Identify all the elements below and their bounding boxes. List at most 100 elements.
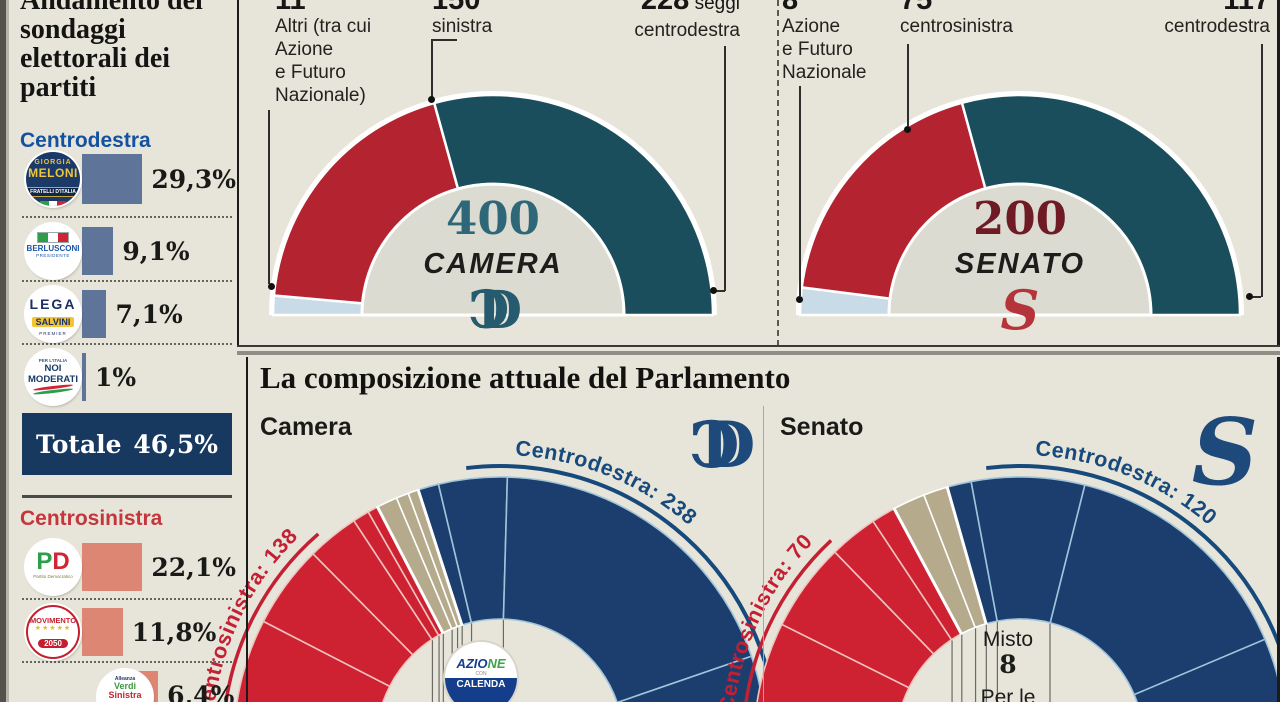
leader-dot	[1246, 293, 1253, 300]
misto-value: 8	[999, 650, 1017, 679]
label-text: sinistra	[432, 16, 493, 37]
page-edge-light	[6, 0, 9, 702]
page-edge	[0, 0, 6, 702]
senato-total: 200	[973, 192, 1067, 245]
top-panel-dashed-divider	[777, 0, 779, 346]
label-text: centrodestra	[634, 20, 740, 41]
camera-monogram-icon: CD	[688, 408, 756, 483]
section-label-centrosinistra: Centrosinistra	[20, 507, 163, 530]
poll-value: 9,1%	[122, 236, 190, 266]
italy-flag-icon	[37, 232, 69, 243]
row-separator	[22, 661, 232, 663]
senato-label-altri: 8 Azione e Futuro Nazionale	[782, 0, 867, 84]
poll-bar	[82, 290, 107, 338]
gauge-center	[360, 182, 626, 317]
logo-text: PER L'ITALIA	[38, 358, 68, 363]
hemicycle-segment	[616, 655, 764, 702]
logo-text: PRESIDENTE	[36, 253, 70, 258]
left-guide-arc	[744, 539, 833, 702]
senato-label-centrosinistra: 75 centrosinistra	[900, 0, 1013, 38]
leader-line	[1261, 44, 1263, 297]
logo-text: CALENDA	[445, 678, 517, 702]
camera-name: CAMERA	[423, 248, 563, 280]
camera-monogram-icon: CD	[467, 280, 523, 341]
bottom-title: La composizione attuale del Parlamento	[260, 360, 791, 395]
camera-label-altri: 11 Altri (tra cui Azione e Futuro Nazion…	[275, 0, 371, 107]
poll-bar	[82, 353, 86, 401]
senato-monogram-icon: S	[1000, 278, 1040, 342]
stars-icon: ★★★★★	[34, 625, 72, 632]
hemicycle-segment	[1133, 638, 1280, 702]
poll-value: 7,1%	[115, 299, 183, 329]
bottom-panel-right-border	[1277, 357, 1280, 702]
swoosh-icon	[32, 383, 74, 396]
label-text: Azione e Futuro Nazionale	[782, 16, 867, 83]
partial-label: Per le	[980, 686, 1036, 702]
leader-line	[268, 110, 270, 284]
camera-heading: Camera	[260, 413, 352, 441]
senato-monogram-icon: S	[1191, 398, 1259, 506]
label-number: 150	[432, 0, 481, 16]
leader-line	[431, 39, 433, 97]
leader-dot	[904, 126, 911, 133]
logo-text: P	[36, 548, 53, 575]
logo-text: MOVIMENTO	[29, 616, 77, 625]
gauge-center	[887, 182, 1153, 317]
label-number: 75	[900, 0, 933, 16]
logo-text: Partito Democratico	[33, 574, 73, 579]
logo-text: NE	[487, 656, 506, 671]
poll-bar	[82, 543, 143, 591]
logo-text: D	[52, 548, 70, 575]
logo-text: GIORGIA	[34, 159, 72, 166]
poll-value: 1%	[95, 362, 137, 392]
logo-text: BERLUSCONI	[26, 244, 80, 253]
logo-text: FRATELLI D'ITALIA	[26, 187, 80, 197]
poll-bar	[82, 154, 143, 204]
leader-line	[907, 44, 909, 126]
totale-box: Totale 46,5%	[22, 413, 232, 475]
camera-label-centrodestra: 228 seggi centrodestra	[560, 0, 740, 42]
leader-line	[431, 39, 457, 41]
leader-line	[714, 290, 725, 292]
logo-text: MELONI	[28, 166, 78, 180]
leader-dot	[710, 287, 717, 294]
top-panel-bottom-border	[237, 345, 1280, 347]
misto-label: Misto 8 Per le	[968, 628, 1048, 702]
label-text: centrosinistra	[900, 16, 1013, 37]
leader-line	[724, 46, 726, 291]
noi-moderati-logo: PER L'ITALIA NOI MODERATI	[26, 350, 80, 404]
logo-text: SALVINI	[31, 317, 75, 327]
senato-name: SENATO	[954, 248, 1086, 280]
top-panel-right-border	[1277, 0, 1280, 346]
left-guide-arc	[224, 532, 320, 702]
right-guide-arc	[985, 464, 1280, 654]
azione-con-calenda-logo: AZIONE CON CALENDA	[445, 642, 517, 702]
senato-heading: Senato	[780, 413, 864, 441]
leader-dot	[796, 296, 803, 303]
label-number: 228	[640, 0, 690, 16]
label-suffix: seggi	[689, 0, 740, 14]
group-gap	[375, 505, 445, 635]
lega-logo: LEGA SALVINI PREMIER	[26, 287, 80, 341]
logo-text: LEGA	[29, 296, 77, 312]
section-divider	[237, 351, 1280, 355]
poll-value: 22,1%	[151, 552, 236, 582]
poll-row-pd: PD Partito Democratico 22,1%	[10, 538, 236, 596]
leader-dot	[268, 283, 275, 290]
bottom-panel-left-border	[246, 357, 248, 702]
hemicycle-segment	[502, 476, 753, 702]
section-rule	[22, 495, 232, 498]
row-separator	[22, 343, 232, 345]
camera-label-sinistra: 150 sinistra	[432, 0, 492, 38]
row-separator	[22, 598, 232, 600]
group-gap	[945, 485, 988, 626]
row-separator	[22, 216, 232, 218]
logo-text: Alleanza	[114, 676, 136, 682]
totale-label: Totale	[36, 429, 122, 459]
logo-text: PREMIER	[39, 331, 67, 336]
misto-text: Misto	[982, 628, 1034, 651]
poll-row-lega: LEGA SALVINI PREMIER 7,1%	[10, 285, 236, 343]
label-number: 11	[275, 0, 306, 16]
label-text: centrodestra	[1164, 16, 1270, 37]
